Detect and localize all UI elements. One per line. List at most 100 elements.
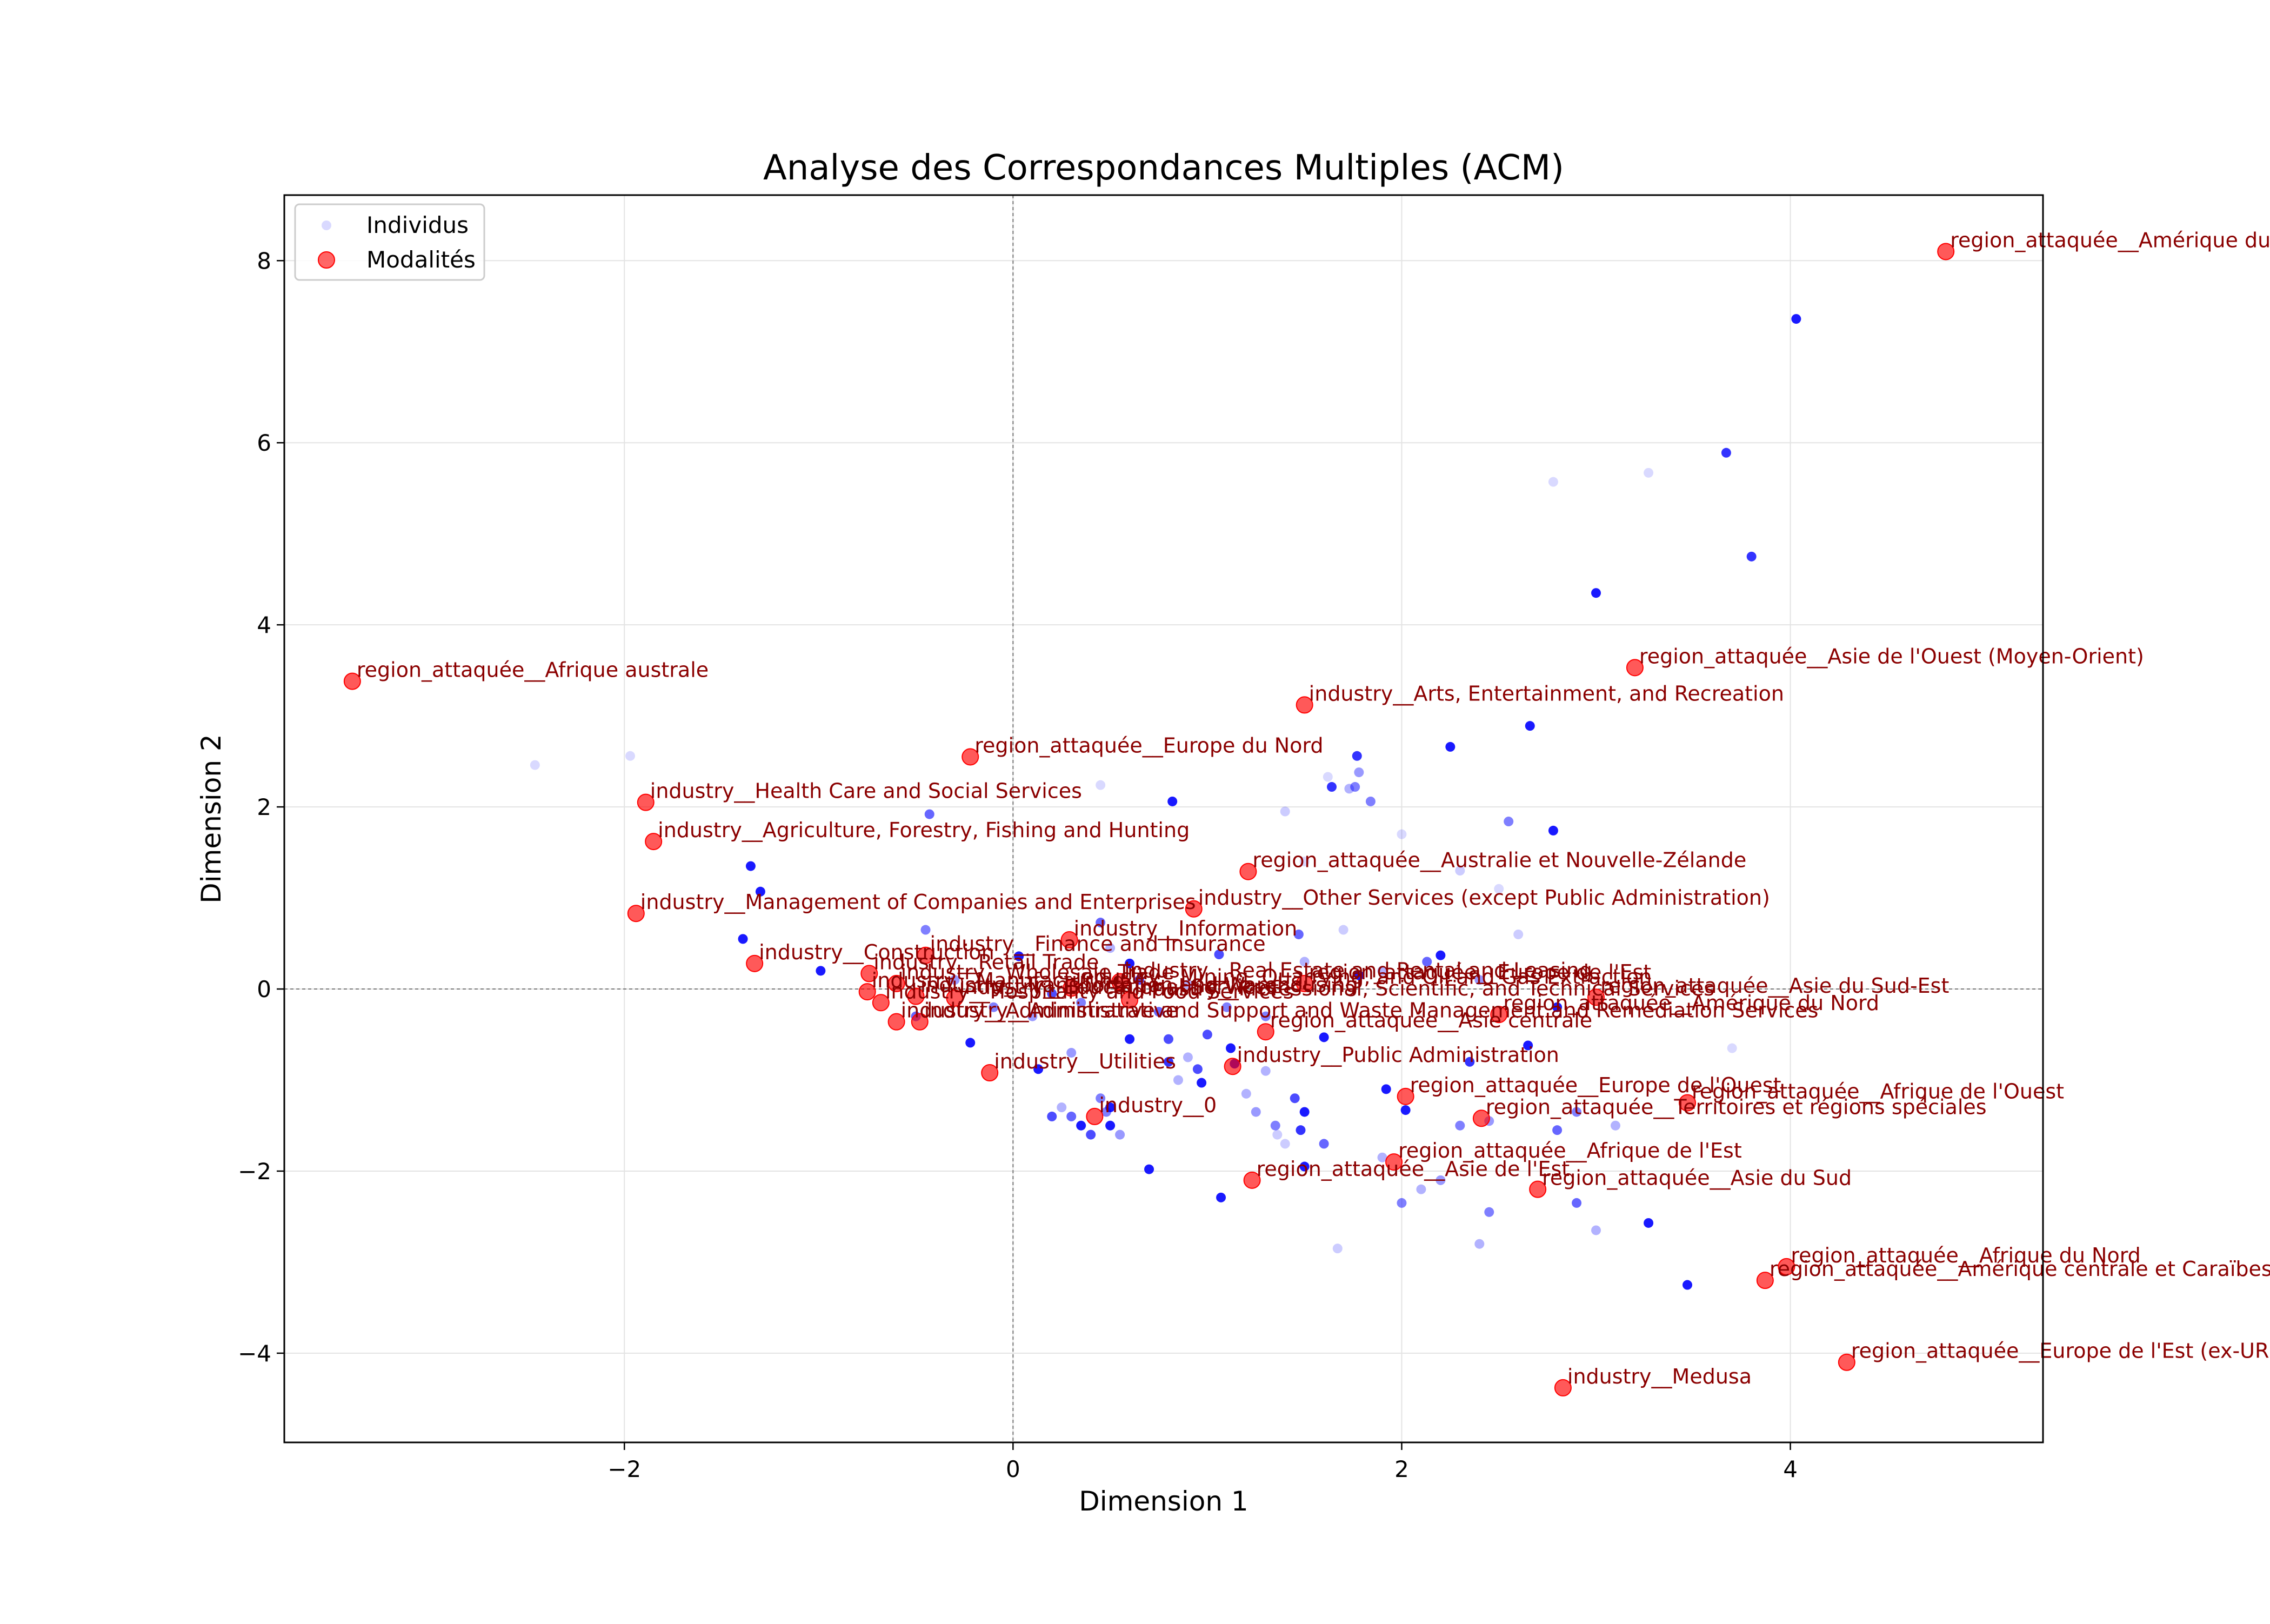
modalite-point xyxy=(981,1064,999,1082)
individu-point xyxy=(1134,975,1145,985)
individu-point xyxy=(1299,957,1310,967)
individu-point xyxy=(1422,957,1432,967)
modalite-label: region_attaquée__Asie de l'Est xyxy=(1257,1157,1570,1181)
individu-point xyxy=(1125,958,1135,968)
modalite-label: industry__Administrative and Support and… xyxy=(901,999,1819,1022)
y-tick-label: 6 xyxy=(257,430,271,456)
modalite-point xyxy=(1257,1023,1274,1041)
x-tick-label: −2 xyxy=(607,1456,641,1482)
individu-point xyxy=(1293,929,1304,939)
individu-point xyxy=(1192,1064,1203,1074)
modalite-point xyxy=(1626,659,1644,677)
individu-point xyxy=(1319,1032,1329,1042)
modalite-point xyxy=(645,833,663,851)
individu-point xyxy=(1552,1002,1563,1012)
individu-point xyxy=(1226,1043,1236,1053)
modalite-point xyxy=(1239,863,1257,880)
modalite-label: region_attaquée__Afrique de l'Est xyxy=(1398,1139,1742,1162)
individu-point xyxy=(1591,588,1601,598)
modalite-point xyxy=(911,1013,929,1031)
individu-point xyxy=(755,886,765,897)
modalite-label: region_attaquée__Europe de l'Est xyxy=(1309,960,1652,984)
individu-point xyxy=(950,975,960,985)
modalite-label: region_attaquée__Australie et Nouvelle-Z… xyxy=(1252,848,1746,872)
modalite-point xyxy=(1679,1094,1697,1112)
individu-point xyxy=(1323,772,1333,782)
y-axis-label: Dimension 2 xyxy=(196,734,227,903)
modalite-label: region_attaquée__Afrique de l'Ouest xyxy=(1692,1080,2064,1104)
modalite-point xyxy=(1086,1107,1104,1125)
modalite-label: region_attaquée__Afrique du Nord xyxy=(1791,1244,2140,1267)
modalite-label: industry__Information xyxy=(1074,917,1298,940)
modalite-point xyxy=(946,989,964,1007)
modalite-point xyxy=(627,905,645,923)
individu-point xyxy=(1163,1057,1173,1067)
individu-point xyxy=(1105,1120,1116,1131)
modalite-label: industry__Utilities xyxy=(994,1050,1176,1073)
plot-frame xyxy=(283,194,2044,1443)
individu-point xyxy=(1436,1175,1446,1185)
individu-point xyxy=(1525,721,1535,731)
modalite-point xyxy=(1937,243,1955,260)
individu-point xyxy=(924,809,934,819)
individu-point xyxy=(1644,467,1654,478)
modalite-label: industry__Manufacturing xyxy=(872,968,1125,992)
individu-point xyxy=(1727,1043,1737,1053)
chart-title: Analyse des Correspondances Multiples (A… xyxy=(763,148,1564,188)
modalite-point xyxy=(1296,974,1313,992)
grid xyxy=(284,195,2043,1442)
individu-point xyxy=(1105,1102,1116,1113)
individu-point xyxy=(1523,1040,1533,1051)
modalite-label: industry__Agriculture, Forestry, Fishing… xyxy=(658,818,1190,842)
individu-point xyxy=(1197,1078,1207,1088)
individu-point xyxy=(530,760,540,770)
individu-point xyxy=(1548,825,1558,836)
modalite-label: industry__Educational Services xyxy=(959,975,1277,999)
modalite-label: industry__Public Administration xyxy=(1237,1043,1559,1067)
individu-point xyxy=(1163,1034,1173,1044)
individu-point xyxy=(1280,806,1290,817)
individu-point xyxy=(1173,1075,1183,1085)
individu-point xyxy=(1354,767,1364,778)
individu-point xyxy=(1033,1064,1044,1074)
modalite-label: region_attaquée__Asie du Sud xyxy=(1542,1166,1852,1190)
individu-point xyxy=(1241,1088,1251,1099)
modalite-point xyxy=(1111,973,1129,991)
individus-points xyxy=(530,314,1801,1290)
individu-point xyxy=(1644,1218,1654,1228)
legend-marker-individus xyxy=(322,220,331,230)
modalite-label: industry__Health Care and Social Service… xyxy=(650,779,1082,803)
individu-point xyxy=(1332,1244,1343,1254)
y-tick-label: −4 xyxy=(238,1340,271,1367)
modalite-label: region_attaquée__Asie centrale xyxy=(1270,1008,1592,1032)
modalite-label: industry__Mining, Quarrying, and Oil and… xyxy=(1076,965,1652,988)
axis-ticks: −2 0 2 4 −4 −2 0 2 4 6 8 xyxy=(238,248,1798,1482)
modalite-point xyxy=(1060,931,1078,949)
modalite-label: industry__Retail Trade xyxy=(873,950,1099,974)
x-tick-label: 4 xyxy=(1783,1456,1798,1482)
individu-point xyxy=(1214,950,1224,960)
individu-point xyxy=(1299,1161,1310,1172)
individu-point xyxy=(738,934,748,944)
individu-point xyxy=(1474,975,1485,985)
modalite-point xyxy=(637,793,655,811)
individu-point xyxy=(1746,551,1757,562)
modalite-point xyxy=(860,965,878,983)
modalite-label: region_attaquée__Europe du Nord xyxy=(974,733,1323,757)
individu-point xyxy=(1115,1130,1125,1140)
individu-point xyxy=(1260,1066,1271,1076)
individu-point xyxy=(1047,1111,1057,1121)
individu-point xyxy=(1474,1239,1485,1249)
modalite-point xyxy=(1224,1058,1241,1075)
modalite-point xyxy=(962,748,979,766)
modalite-label: industry__Management of Companies and En… xyxy=(640,890,1196,914)
individu-point xyxy=(1352,751,1362,761)
individu-point xyxy=(1484,1207,1494,1217)
individu-point xyxy=(1338,925,1348,935)
individu-point xyxy=(1066,1047,1077,1058)
y-tick-label: 2 xyxy=(257,794,271,820)
individu-point xyxy=(1076,1120,1086,1131)
x-tick-label: 0 xyxy=(1006,1456,1020,1482)
individu-point xyxy=(1272,1130,1283,1140)
